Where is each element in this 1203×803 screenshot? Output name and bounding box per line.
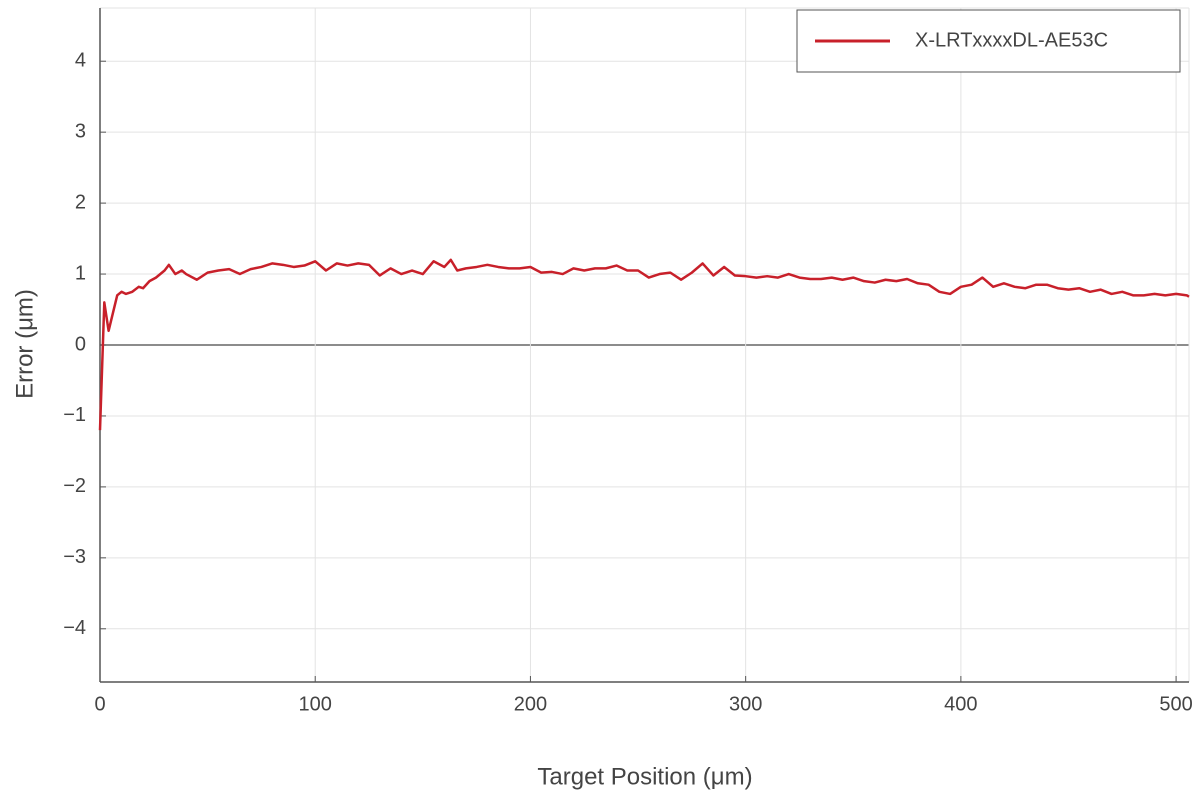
x-tick-label: 300 [729, 693, 762, 715]
y-tick-label: 2 [75, 191, 86, 213]
legend-label: X-LRTxxxxDL-AE53C [915, 29, 1108, 51]
y-tick-label: −3 [63, 546, 86, 568]
x-tick-label: 500 [1159, 693, 1192, 715]
data-line [98, 258, 1190, 431]
y-tick-label: −1 [63, 404, 86, 426]
x-tick-label: 400 [944, 693, 977, 715]
x-axis-title: Target Position (μm) [537, 763, 752, 790]
x-tick-label: 200 [514, 693, 547, 715]
y-tick-label: −4 [63, 617, 86, 639]
y-axis-title: Error (μm) [11, 289, 38, 399]
x-tick-label: 0 [94, 693, 105, 715]
x-tick-label: 100 [299, 693, 332, 715]
y-tick-label: 4 [75, 49, 86, 71]
y-tick-label: −2 [63, 475, 86, 497]
y-tick-label: 3 [75, 120, 86, 142]
y-tick-label: 0 [75, 333, 86, 355]
y-tick-label: 1 [75, 262, 86, 284]
